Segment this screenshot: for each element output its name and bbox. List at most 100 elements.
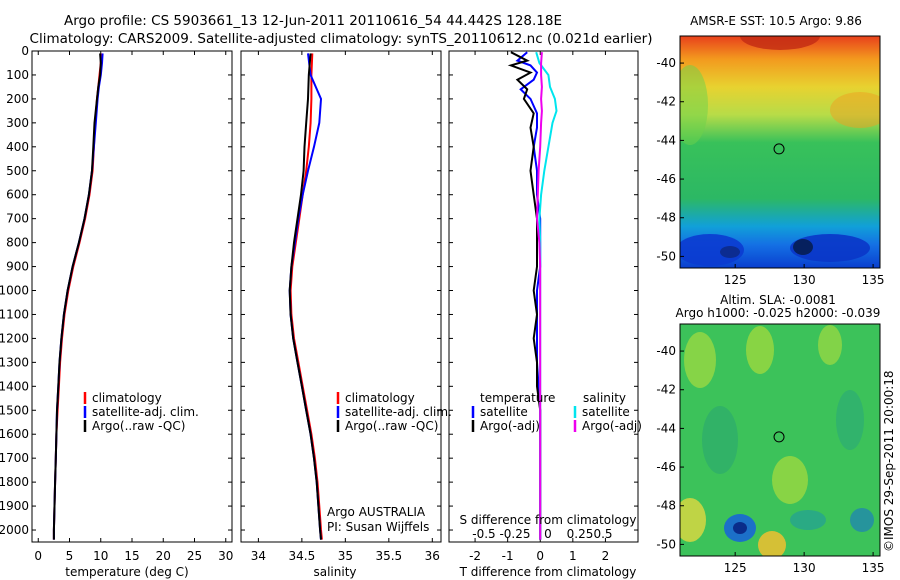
salinity-panel-frame	[240, 50, 442, 543]
sla-map-axes: 125 130 135 -40 -42 -44 -46 -48 -50	[656, 344, 884, 575]
x-tick-label: 25	[187, 549, 202, 563]
s-tick: -0.5	[472, 527, 495, 541]
y-tick-label: 1800	[0, 475, 29, 489]
y-tick-label: 1500	[0, 403, 29, 417]
x-tick-label: 34.5	[289, 549, 316, 563]
sst-warm-patch	[740, 36, 820, 50]
figure-title-line2: Climatology: CARS2009. Satellite-adjuste…	[30, 31, 653, 47]
s-tick: 0	[544, 527, 552, 541]
y-tick-label: 2000	[0, 523, 29, 537]
map-x-tick-label: 130	[793, 273, 816, 287]
legend-salinity-title: salinity	[583, 391, 626, 405]
pi-annotation: PI: Susan Wijffels	[327, 520, 429, 534]
y-tick-label: 700	[6, 212, 29, 226]
legend-s-argo-label: Argo(-adj)	[582, 419, 642, 433]
y-tick-label: 800	[6, 236, 29, 250]
map-y-tick-label: -42	[656, 95, 676, 109]
legend-argo-label: Argo(..raw -QC)	[345, 419, 438, 433]
x-tick-label: 35	[338, 549, 353, 563]
map-y-tick-label: -44	[656, 133, 676, 147]
legend-argo-label: Argo(..raw -QC)	[92, 419, 185, 433]
legend-climatology-label: climatology	[345, 391, 415, 405]
y-tick-label: 1900	[0, 499, 29, 513]
sst-cold-core	[720, 246, 740, 258]
sst-argo-location-marker	[773, 143, 785, 155]
x-tick-label: -2	[469, 549, 481, 563]
sst-map-frame	[679, 35, 881, 269]
sla-map-title-line1: Altim. SLA: -0.0081	[720, 293, 836, 307]
series-line-s-argo	[535, 52, 543, 540]
temperature-xlabel: temperature (deg C)	[65, 565, 188, 579]
x-tick-label: -1	[502, 549, 514, 563]
map-y-tick-label: -46	[656, 460, 676, 474]
y-tick-label: 400	[6, 140, 29, 154]
sla-patch	[836, 390, 864, 450]
sla-patch	[818, 325, 842, 365]
legend-t-satellite-label: satellite	[480, 405, 528, 419]
sst-cold-patch	[680, 234, 744, 266]
y-tick-label: 1700	[0, 451, 29, 465]
sst-map-title: AMSR-E SST: 10.5 Argo: 9.86	[690, 14, 862, 28]
y-tick-label: 600	[6, 188, 29, 202]
y-tick-label: 200	[6, 92, 29, 106]
temperature-panel-frame	[31, 50, 233, 543]
sla-low-core	[733, 522, 747, 534]
difference-xlabel: T difference from climatology	[459, 565, 637, 579]
x-tick-label: 35.5	[375, 549, 402, 563]
x-tick-label: 2	[602, 549, 610, 563]
legend-s-satellite-label: satellite	[582, 405, 630, 419]
legend-climatology-label: climatology	[92, 391, 162, 405]
y-tick-label: 1100	[0, 307, 29, 321]
x-tick-label: 20	[156, 549, 171, 563]
series-line-argo	[52, 53, 102, 540]
legend-t-argo-label: Argo(-adj)	[480, 419, 540, 433]
y-tick-label: 1400	[0, 379, 29, 393]
x-tick-label: 1	[569, 549, 577, 563]
sst-cold-patch	[790, 234, 870, 262]
sla-patch	[772, 456, 808, 504]
sst-patch	[830, 92, 880, 128]
x-tick-label: 15	[124, 549, 139, 563]
y-tick-label: 300	[6, 116, 29, 130]
series-line-t-argo	[507, 51, 542, 540]
legend-satellite-label: satellite-adj. clim.	[92, 405, 199, 419]
argo-program-annotation: Argo AUSTRALIA	[327, 505, 426, 519]
sla-argo-location-marker	[773, 431, 785, 443]
y-tick-label: 100	[6, 68, 29, 82]
difference-legend: temperature salinity satellite Argo(-adj…	[471, 391, 642, 433]
series-line-t-satellite	[515, 51, 542, 540]
imos-copyright: ©IMOS 29-Sep-2011 20:00:18	[882, 370, 896, 552]
x-tick-label: 0	[34, 549, 42, 563]
y-tick-label: 1200	[0, 331, 29, 345]
difference-panel-frame	[448, 50, 639, 543]
s-difference-label: S difference from climatology	[460, 513, 637, 527]
sst-gradient-field	[680, 36, 880, 268]
y-tick-label: 500	[6, 164, 29, 178]
sla-patch	[702, 406, 738, 474]
y-tick-label: 0	[21, 44, 29, 58]
x-tick-label: 0	[536, 549, 544, 563]
salinity-plot: 34 34.5 35 35.5 36	[241, 50, 441, 563]
y-tick-label: 1000	[0, 284, 29, 298]
sst-map-axes: 125 130 135 -40 -42 -44 -46 -48 -50	[656, 56, 884, 287]
sla-map-title-line2: Argo h1000: -0.025 h2000: -0.039	[676, 306, 881, 320]
x-tick-label: 10	[93, 549, 108, 563]
sla-map-field	[680, 324, 880, 556]
sst-cold-core	[793, 239, 813, 255]
y-tick-label: 1600	[0, 427, 29, 441]
map-y-tick-label: -42	[656, 383, 676, 397]
figure-title-line1: Argo profile: CS 5903661_13 12-Jun-2011 …	[64, 13, 562, 29]
salinity-xlabel: salinity	[313, 565, 356, 579]
series-line-argo	[288, 53, 322, 540]
map-y-tick-label: -40	[656, 56, 676, 70]
temperature-legend: climatology satellite-adj. clim. Argo(..…	[83, 391, 199, 433]
y-tick-label: 900	[6, 260, 29, 274]
sst-map-field	[680, 36, 880, 268]
map-y-tick-label: -48	[656, 211, 676, 225]
sla-patch	[850, 508, 874, 532]
sla-patch	[680, 498, 706, 542]
x-tick-label: 5	[66, 549, 74, 563]
legend-satellite-label: satellite-adj. clim.	[345, 405, 452, 419]
sla-patch	[746, 326, 774, 374]
